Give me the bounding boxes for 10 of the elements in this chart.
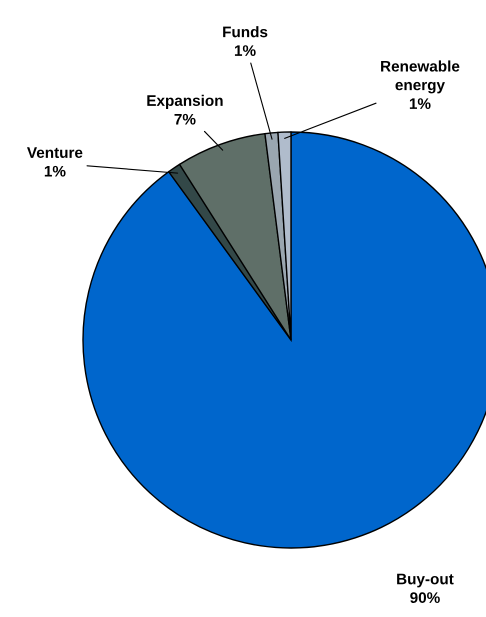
slice-label: Buy-out (397, 574, 454, 588)
slice-label: Funds (223, 26, 268, 38)
data-label: 7% (174, 114, 196, 125)
slice-label: Expansion (147, 94, 223, 109)
data-label: 1% (410, 98, 431, 110)
data-label: 1% (234, 45, 256, 56)
slice-label: Venture (27, 147, 82, 158)
data-label: 1% (44, 166, 66, 177)
slice-label: Renewable energy (381, 60, 460, 94)
data-label: 90% (410, 592, 440, 604)
